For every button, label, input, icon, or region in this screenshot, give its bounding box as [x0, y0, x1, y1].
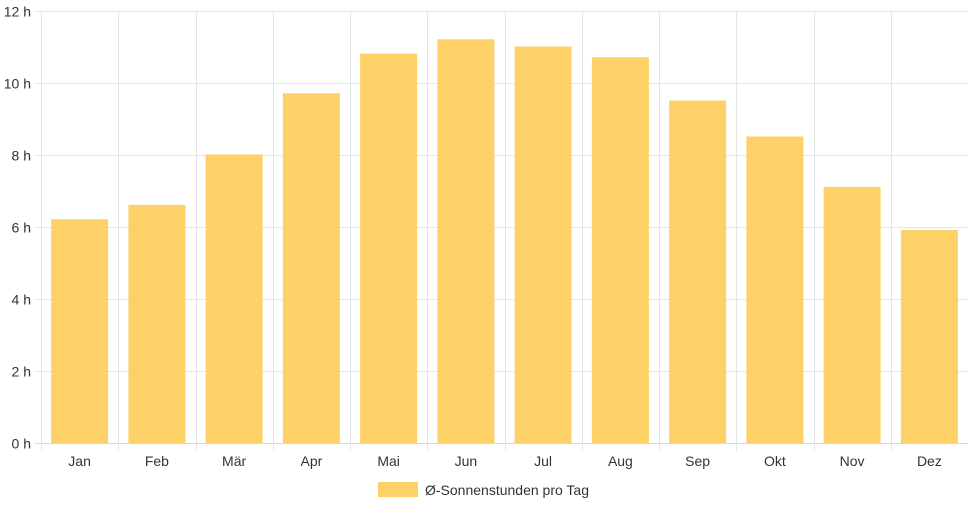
y-tick-label: 12 h — [4, 4, 31, 20]
y-tick-label: 2 h — [12, 364, 31, 380]
legend[interactable]: Ø-Sonnenstunden pro Tag — [378, 482, 589, 498]
bar-nov[interactable] — [823, 186, 881, 444]
x-tick-label: Apr — [301, 453, 323, 469]
bar-okt[interactable] — [746, 136, 804, 444]
x-tick-label: Jun — [455, 453, 478, 469]
x-tick-label: Okt — [764, 453, 786, 469]
y-tick-label: 10 h — [4, 76, 31, 92]
y-tick-label: 6 h — [12, 220, 31, 236]
legend-label[interactable]: Ø-Sonnenstunden pro Tag — [425, 482, 589, 498]
y-tick-label: 4 h — [12, 292, 31, 308]
x-tick-label: Jul — [534, 453, 552, 469]
bar-dez[interactable] — [900, 230, 958, 444]
bar-mai[interactable] — [360, 53, 418, 444]
legend-swatch[interactable] — [378, 482, 418, 497]
bar-sep[interactable] — [669, 100, 727, 444]
x-tick-label: Mai — [377, 453, 400, 469]
x-tick-label: Mär — [222, 453, 246, 469]
bar-jul[interactable] — [514, 46, 572, 444]
grid — [35, 11, 968, 451]
bar-aug[interactable] — [591, 57, 649, 444]
bar-apr[interactable] — [282, 93, 340, 444]
bar-series — [51, 39, 958, 444]
x-tick-label: Aug — [608, 453, 633, 469]
x-tick-label: Dez — [917, 453, 942, 469]
x-tick-label: Feb — [145, 453, 169, 469]
y-tick-label: 0 h — [12, 436, 31, 452]
bar-jun[interactable] — [437, 39, 495, 444]
x-tick-label: Nov — [840, 453, 865, 469]
x-axis: Jan Feb Mär Apr Mai Jun Jul Aug Sep Okt Nov Dez — [68, 453, 942, 469]
x-tick-label: Sep — [685, 453, 710, 469]
bar-feb[interactable] — [128, 204, 186, 444]
x-tick-label: Jan — [68, 453, 91, 469]
bar-jan[interactable] — [51, 219, 109, 444]
y-tick-label: 8 h — [12, 148, 31, 164]
bar-mär[interactable] — [205, 154, 263, 444]
y-axis: 0 h 2 h 4 h 6 h 8 h 10 h 12 h — [4, 4, 31, 452]
